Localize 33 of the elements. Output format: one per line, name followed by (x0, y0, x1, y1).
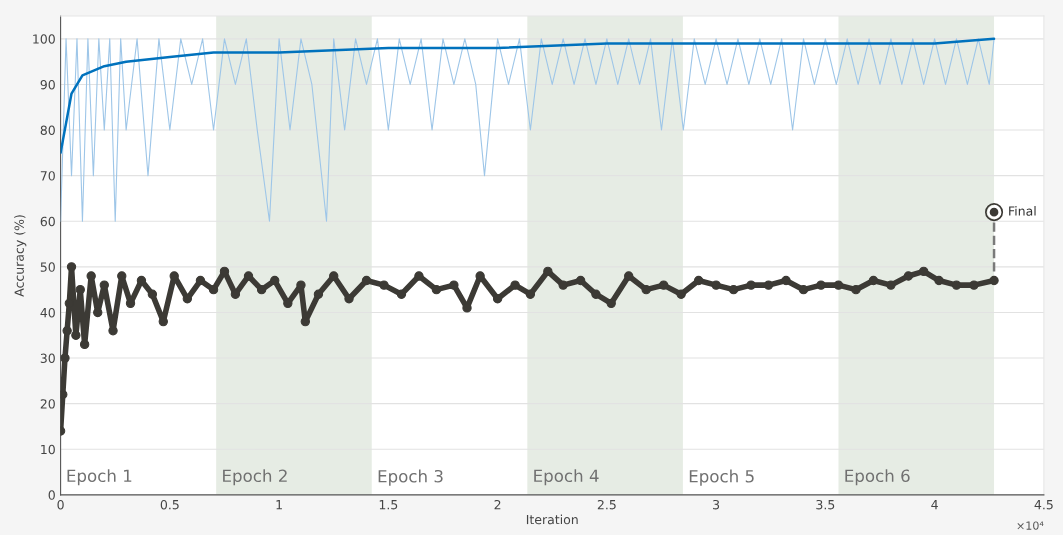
x-tick-label: 1.5 (379, 500, 398, 510)
x-tick-label: 3.5 (816, 499, 835, 510)
y-tick-label: 30 (40, 353, 55, 363)
y-tick-label: 50 (40, 262, 55, 272)
x-tick-label: 0 (57, 499, 64, 510)
y-tick-label: 60 (40, 216, 55, 227)
band-label: Epoch 2 (223, 469, 287, 486)
band-label: Epoch 4 (534, 469, 599, 486)
x-tick-label: 4.5 (1034, 500, 1053, 510)
x-tick-label: 1 (276, 500, 282, 510)
y-tick-label: 40 (40, 307, 55, 318)
annotation: Final (1009, 206, 1036, 216)
annotation: Epoch 5 (689, 469, 754, 486)
x-tick-label: 2.5 (597, 499, 616, 510)
band-label: Epoch 6 (845, 469, 910, 486)
y-tick-label: 20 (40, 399, 55, 409)
x-axis-title: Iteration (526, 514, 578, 525)
y-tick-label: 0 (48, 490, 55, 500)
annotation: Epoch 1 (67, 469, 132, 486)
y-tick-label: 70 (40, 171, 55, 181)
x-tick-label: 2 (494, 499, 501, 510)
x-tick-label: 4 (931, 500, 938, 510)
line-series (60, 37, 996, 155)
y-tick-label: 100 (33, 34, 55, 44)
annotation: Epoch 3 (378, 469, 443, 486)
y-tick-label: 80 (40, 125, 55, 135)
y-tick-label: 90 (40, 79, 55, 90)
y-axis-title: Accuracy (%) (14, 215, 27, 297)
text: ×10⁴ (1017, 521, 1044, 530)
x-tick-label: 3 (713, 499, 720, 510)
x-tick-label: 0.5 (160, 499, 179, 510)
y-tick-label: 10 (41, 444, 55, 455)
line-series (60, 38, 995, 222)
